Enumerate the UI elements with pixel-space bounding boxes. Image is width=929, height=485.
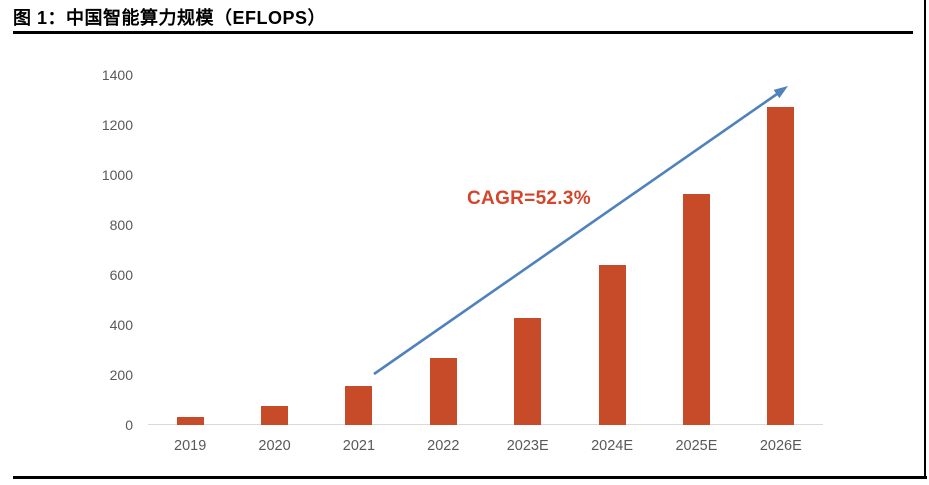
title-underline (13, 31, 913, 34)
x-axis-label: 2022 (427, 438, 460, 454)
bar-2020 (261, 406, 289, 425)
y-axis-tick-label: 1000 (101, 167, 133, 183)
bar-2024E (598, 265, 626, 425)
y-axis-tick-label: 1400 (101, 67, 133, 83)
x-axis-label: 2025E (675, 438, 718, 454)
table-bottom-border (13, 476, 927, 479)
x-axis-label: 2023E (506, 438, 549, 454)
x-axis-label: 2020 (258, 438, 291, 454)
y-axis-tick-label: 400 (109, 317, 133, 333)
trend-arrow-head (773, 86, 788, 99)
x-axis-label: 2026E (759, 438, 802, 454)
x-axis-line (148, 424, 823, 425)
bar-2022 (429, 358, 457, 425)
x-axis-label: 2024E (591, 438, 634, 454)
cagr-annotation: CAGR=52.3% (467, 188, 591, 209)
y-axis-tick-label: 1200 (101, 117, 133, 133)
bar-2021 (345, 386, 373, 425)
table-right-border (924, 0, 926, 479)
bar-2025E (682, 194, 710, 425)
y-axis-tick-label: 0 (125, 417, 133, 433)
y-axis-tick-label: 600 (109, 267, 133, 283)
bar-2019 (176, 417, 204, 425)
figure-title: 图 1：中国智能算力规模（EFLOPS） (13, 8, 327, 28)
x-axis-label: 2021 (342, 438, 376, 454)
y-axis-tick-label: 800 (109, 217, 133, 233)
trend-arrow-line (373, 92, 778, 376)
y-axis-tick-label: 200 (109, 367, 133, 383)
x-axis-label: 2019 (174, 438, 207, 454)
bar-2023E (514, 318, 542, 425)
bar-2026E (767, 107, 795, 425)
